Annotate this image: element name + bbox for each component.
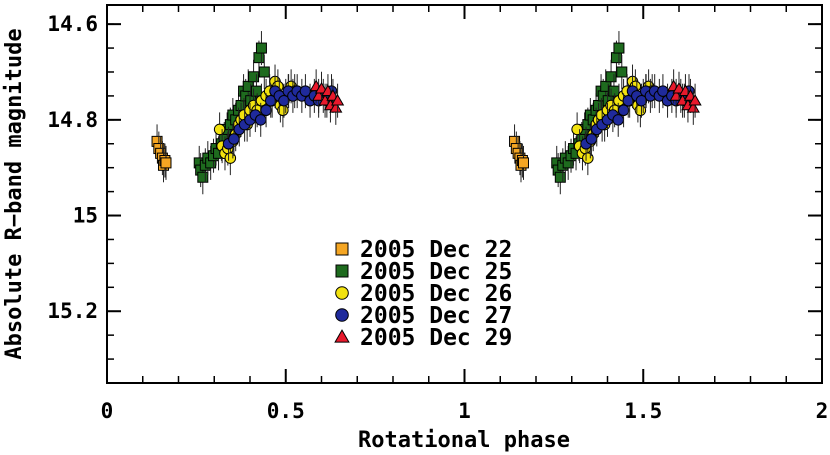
data-point bbox=[278, 94, 290, 107]
data-point bbox=[314, 81, 329, 94]
x-tick-label: 1 bbox=[458, 399, 471, 423]
data-point bbox=[330, 93, 345, 106]
data-point bbox=[248, 71, 260, 83]
data-point bbox=[686, 101, 700, 113]
data-point bbox=[635, 94, 648, 107]
series-2005-dec-22 bbox=[151, 124, 529, 183]
x-tick-label: 1.5 bbox=[624, 399, 662, 423]
data-point bbox=[672, 81, 686, 94]
data-point bbox=[213, 123, 226, 136]
legend-label: 2005 Dec 26 bbox=[360, 281, 512, 307]
legend-marker bbox=[335, 264, 349, 278]
data-point bbox=[329, 101, 343, 113]
y-axis-title: Absolute R−band magnitude bbox=[2, 28, 27, 359]
legend-label: 2005 Dec 22 bbox=[360, 237, 512, 263]
data-point bbox=[688, 93, 702, 106]
data-layer bbox=[151, 31, 702, 195]
data-point bbox=[613, 42, 625, 54]
legend-marker bbox=[335, 242, 349, 256]
data-point bbox=[610, 52, 622, 64]
data-point bbox=[260, 104, 272, 117]
series-2005-dec-27 bbox=[222, 74, 695, 161]
x-tick-label: 0 bbox=[101, 399, 114, 423]
data-point bbox=[264, 94, 277, 107]
tick-layer: 0 0.5 1 1.5 2 14.6 14.8 15 15.2 bbox=[47, 5, 828, 423]
data-point bbox=[250, 85, 262, 97]
data-point bbox=[258, 66, 270, 78]
legend-label: 2005 Dec 27 bbox=[360, 303, 512, 329]
data-point bbox=[554, 171, 566, 183]
data-point bbox=[622, 94, 634, 107]
y-tick-label: 14.6 bbox=[47, 12, 98, 36]
y-tick-label: 15.2 bbox=[47, 299, 98, 323]
x-tick-label: 0.5 bbox=[267, 399, 305, 423]
y-tick-label: 14.8 bbox=[47, 108, 98, 132]
data-point bbox=[616, 66, 628, 78]
data-point bbox=[228, 133, 240, 145]
x-tick-label: 2 bbox=[816, 399, 829, 423]
data-point bbox=[255, 42, 267, 54]
y-tick-label: 15 bbox=[73, 204, 98, 228]
data-point bbox=[160, 157, 172, 169]
data-point bbox=[617, 104, 630, 117]
data-point bbox=[197, 171, 209, 183]
data-point bbox=[253, 52, 265, 64]
x-axis-title: Rotational phase bbox=[358, 428, 570, 453]
series-2005-dec-29 bbox=[309, 69, 702, 125]
legend-label: 2005 Dec 29 bbox=[360, 325, 512, 351]
legend-marker bbox=[335, 286, 349, 300]
data-point bbox=[571, 123, 583, 136]
data-point bbox=[612, 114, 624, 126]
data-point bbox=[517, 157, 529, 169]
data-point bbox=[585, 133, 598, 145]
data-point bbox=[605, 71, 617, 83]
legend-label: 2005 Dec 25 bbox=[360, 259, 512, 285]
data-point bbox=[608, 85, 620, 97]
legend-marker bbox=[335, 308, 349, 322]
data-point bbox=[254, 114, 267, 126]
legend-marker bbox=[334, 329, 350, 343]
